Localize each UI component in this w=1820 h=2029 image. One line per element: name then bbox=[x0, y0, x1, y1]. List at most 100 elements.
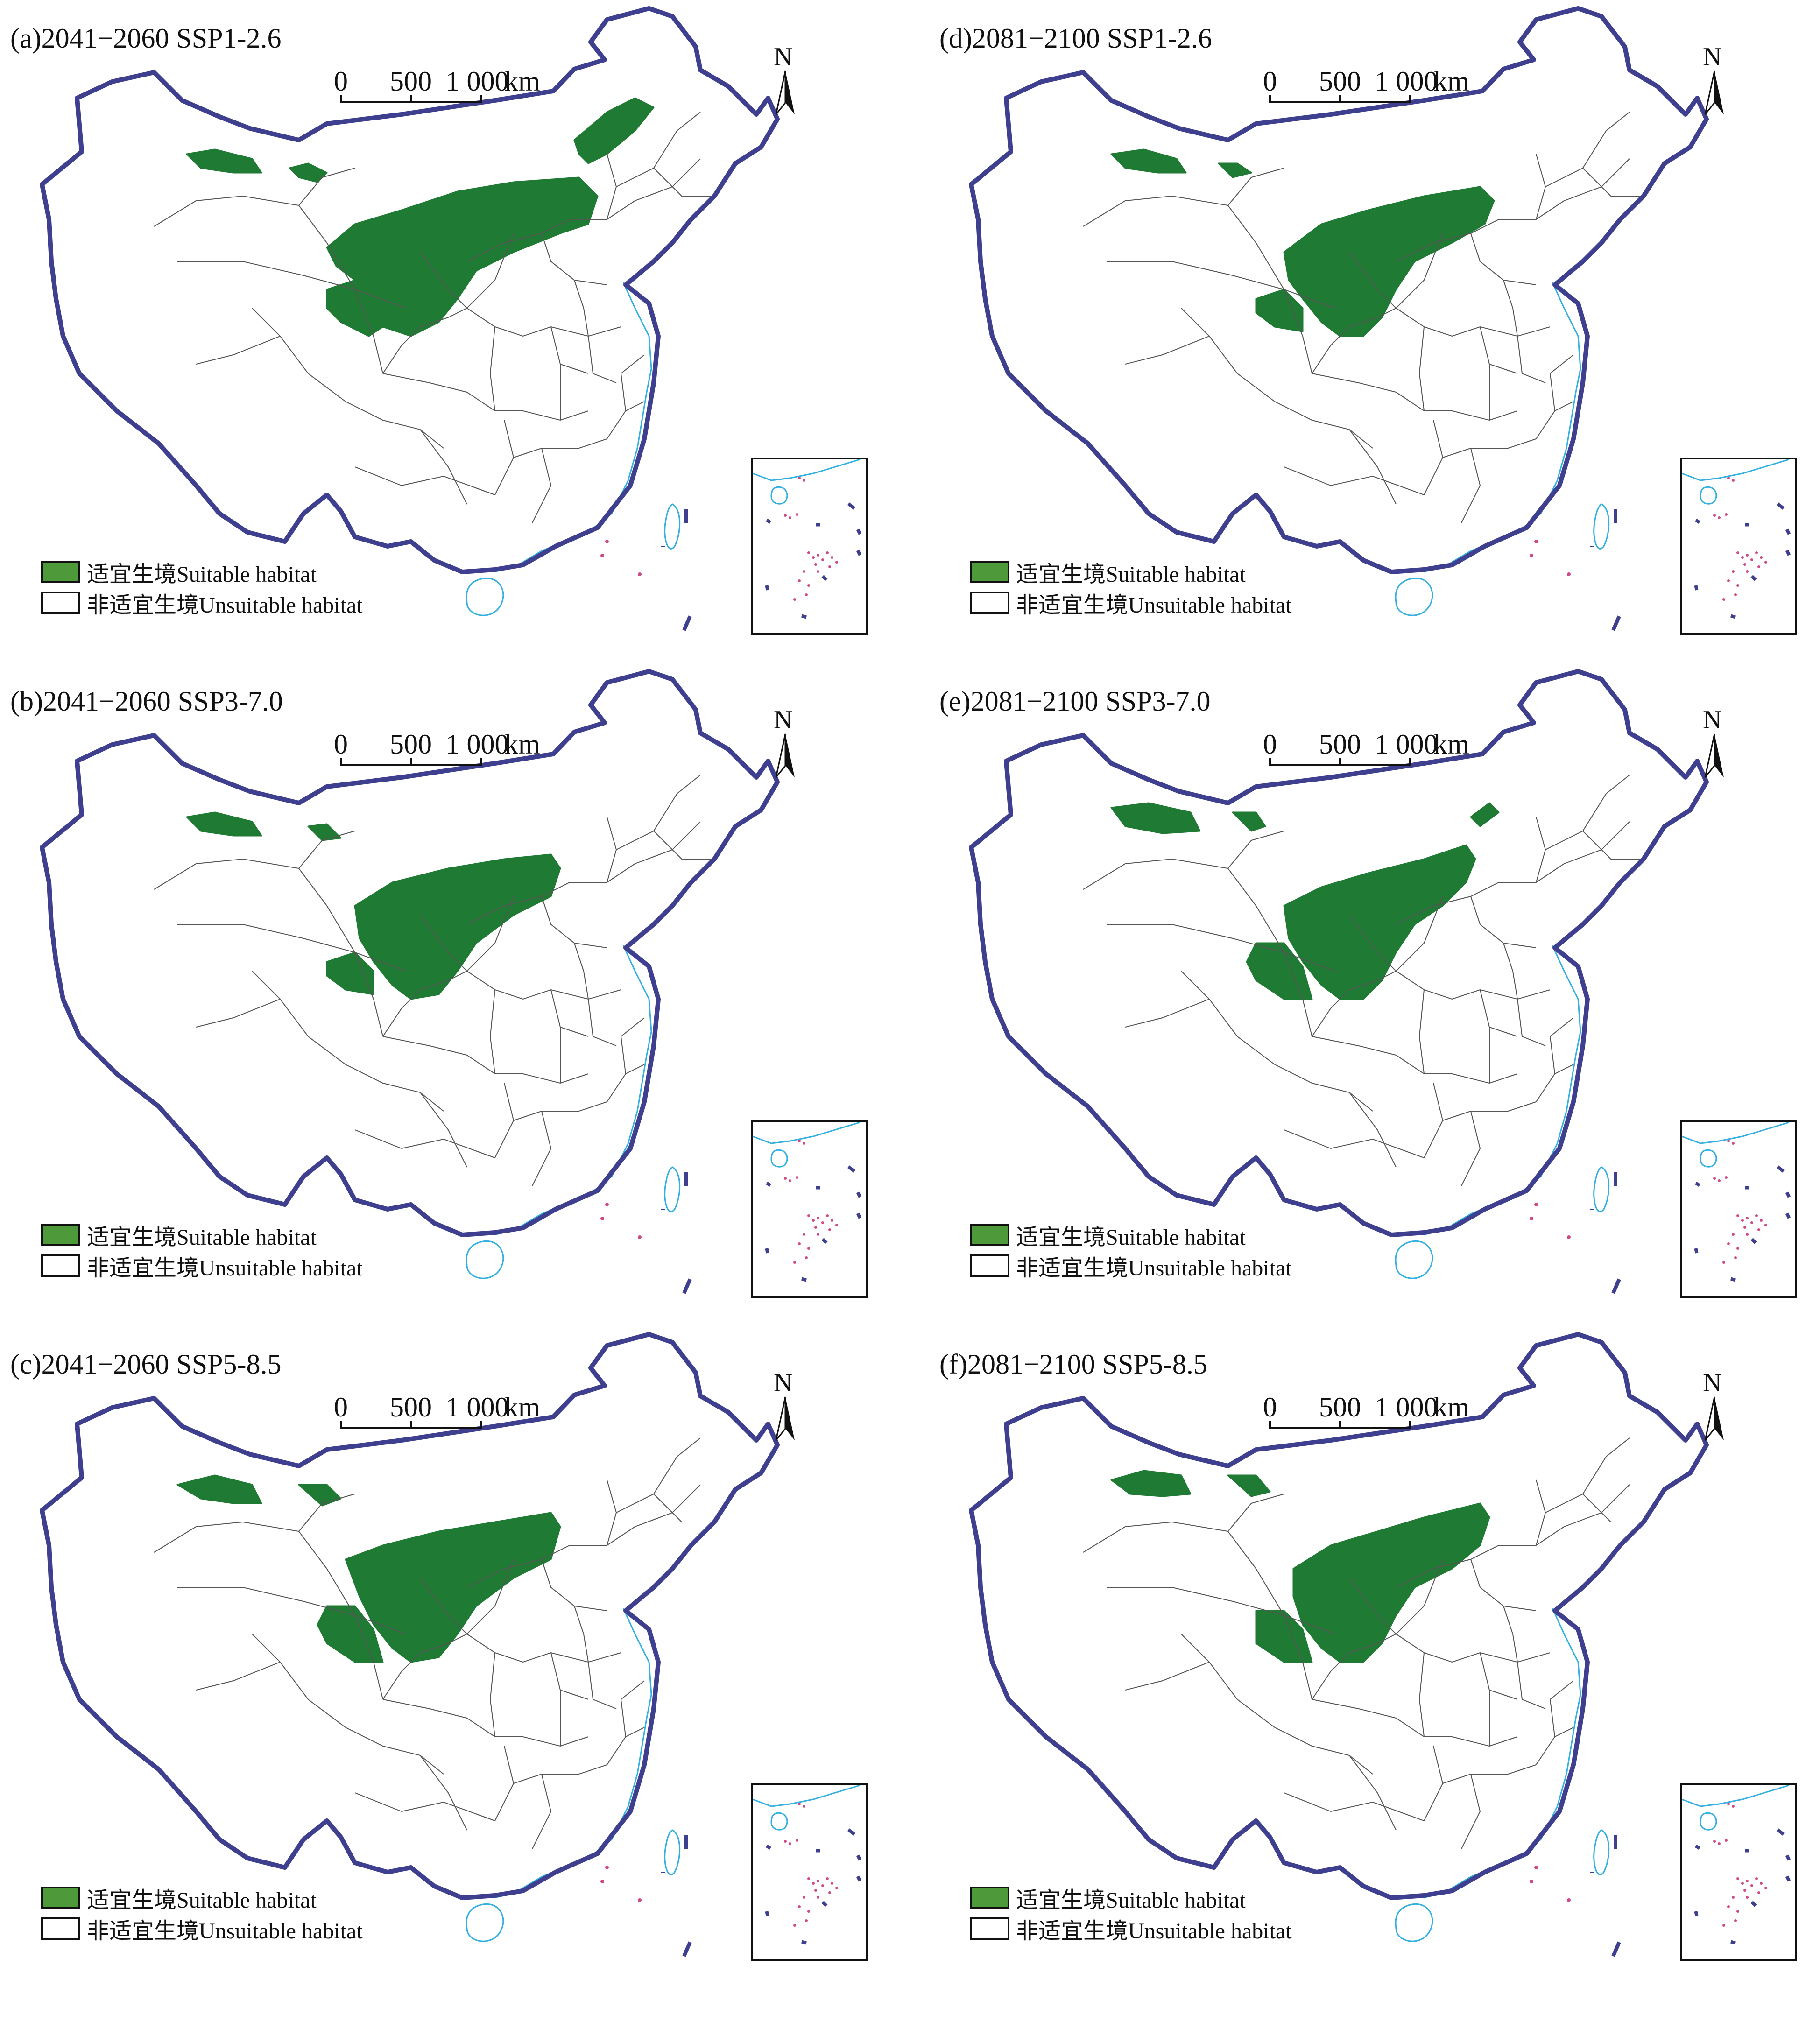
inset-island-dot bbox=[798, 579, 801, 582]
province-border bbox=[382, 971, 467, 1037]
inset-island-dot bbox=[817, 1233, 819, 1236]
hainan-island bbox=[1395, 1903, 1433, 1942]
legend: 适宜生境Suitable habitat 非适宜生境Unsuitable habi… bbox=[41, 1219, 363, 1281]
inset-island-dot bbox=[796, 1176, 798, 1179]
province-border bbox=[420, 1578, 467, 1634]
inset-island-dot bbox=[1757, 1891, 1760, 1894]
scale-label: 500 bbox=[390, 66, 432, 97]
province-border bbox=[616, 1437, 701, 1513]
south-china-sea-inset bbox=[1680, 458, 1797, 635]
inset-maritime-dash bbox=[801, 1277, 807, 1282]
suitable-habitat-patch bbox=[1246, 942, 1313, 1000]
inset-map bbox=[1681, 1121, 1791, 1282]
maritime-dash bbox=[682, 1278, 692, 1294]
inset-island-dot bbox=[1727, 1803, 1730, 1805]
island-dot bbox=[1567, 1235, 1571, 1239]
north-arrow-half bbox=[785, 71, 795, 114]
province-border bbox=[1274, 1727, 1373, 1775]
province-border bbox=[1274, 401, 1373, 449]
inset-island-dot bbox=[798, 477, 801, 479]
province-border bbox=[1227, 1494, 1284, 1532]
scale-unit: km bbox=[1433, 1392, 1469, 1423]
province-border bbox=[466, 233, 514, 309]
north-arrow: N bbox=[1697, 1368, 1730, 1443]
suitable-habitat-patch bbox=[176, 1474, 262, 1504]
inset-island-dot bbox=[835, 1887, 838, 1889]
north-arrow: N bbox=[1697, 705, 1730, 780]
inset-island-dot bbox=[814, 1226, 817, 1229]
inset-maritime-dash bbox=[766, 1845, 771, 1850]
province-border bbox=[1545, 1437, 1630, 1513]
inset-island-dot bbox=[793, 1261, 796, 1264]
taiwan-island bbox=[1593, 503, 1610, 550]
inset-island-dot bbox=[835, 1224, 838, 1226]
scale-label: 0 bbox=[334, 1392, 348, 1423]
province-border bbox=[298, 168, 355, 206]
inset-island-dot bbox=[803, 1805, 805, 1808]
suitable-habitat-patch bbox=[1110, 802, 1201, 834]
inset-island-dot bbox=[1764, 1887, 1767, 1889]
legend-swatch-suitable bbox=[41, 1887, 80, 1909]
inset-island-dot bbox=[1713, 1177, 1716, 1180]
province-border bbox=[1396, 392, 1518, 421]
island-dot bbox=[605, 540, 609, 543]
province-border bbox=[466, 971, 621, 1000]
province-border bbox=[154, 1521, 327, 1569]
province-border bbox=[345, 1064, 444, 1112]
province-border bbox=[1549, 354, 1574, 411]
north-arrow-half bbox=[775, 1396, 786, 1441]
legend-label-suitable: 适宜生境Suitable habitat bbox=[87, 1225, 317, 1250]
scale-line bbox=[341, 101, 481, 103]
province-border bbox=[532, 1774, 552, 1849]
province-border bbox=[1083, 1521, 1256, 1569]
province-border bbox=[1181, 971, 1275, 1065]
inset-island-dot bbox=[1736, 1214, 1739, 1217]
inset-island-dot bbox=[826, 1877, 829, 1880]
inset-island-dot bbox=[1746, 570, 1749, 573]
province-border bbox=[466, 1634, 621, 1663]
north-arrow-half bbox=[775, 70, 786, 115]
inset-island bbox=[1700, 1149, 1717, 1168]
scale-label: 0 bbox=[1263, 729, 1277, 760]
province-border bbox=[1396, 896, 1443, 972]
province-borders bbox=[154, 775, 714, 1186]
inset-maritime-dash bbox=[856, 1854, 862, 1861]
inset-coastline bbox=[1681, 1784, 1790, 1807]
scale-label: 500 bbox=[1319, 66, 1361, 97]
north-arrow: N bbox=[768, 705, 801, 780]
province-border bbox=[489, 989, 495, 1074]
province-border bbox=[1433, 1083, 1443, 1121]
scale-label: 0 bbox=[334, 66, 348, 97]
north-arrow-icon bbox=[1704, 1396, 1724, 1441]
province-border bbox=[1312, 1699, 1397, 1719]
inset-island-dot bbox=[828, 565, 831, 568]
province-border bbox=[326, 1568, 383, 1700]
maritime-dash bbox=[682, 615, 692, 631]
inset-maritime-dash bbox=[801, 1940, 807, 1945]
inset-maritime-dash bbox=[1750, 1238, 1757, 1244]
inset-island-dot bbox=[1732, 1896, 1735, 1899]
legend: 适宜生境Suitable habitat 非适宜生境Unsuitable habi… bbox=[41, 1882, 363, 1944]
province-border bbox=[1349, 252, 1397, 309]
island-dot bbox=[638, 572, 642, 576]
province-border bbox=[1227, 831, 1284, 869]
inset-island-dot bbox=[821, 1221, 824, 1224]
north-arrow-half bbox=[1704, 1396, 1715, 1441]
inset-island-dot bbox=[796, 513, 798, 516]
province-border bbox=[420, 429, 467, 505]
national-border bbox=[40, 1332, 780, 1900]
inset-island-dot bbox=[807, 1910, 810, 1913]
panel-title: (b)2041−2060 SSP3-7.0 bbox=[10, 686, 283, 717]
national-border bbox=[40, 6, 780, 574]
legend-label-unsuitable: 非适宜生境Unsuitable habitat bbox=[87, 1919, 363, 1944]
province-border bbox=[1433, 1746, 1443, 1784]
inset-island-dot bbox=[812, 1219, 815, 1222]
inset-island-dot bbox=[1736, 551, 1739, 554]
scale-label: 1 000 bbox=[1375, 1392, 1438, 1423]
province-border bbox=[420, 1092, 467, 1168]
legend: 适宜生境Suitable habitat 非适宜生境Unsuitable habi… bbox=[970, 1882, 1292, 1944]
scale-bar: 0 500 1 000 km bbox=[327, 56, 540, 112]
province-border bbox=[1582, 168, 1644, 197]
province-border bbox=[196, 1662, 281, 1691]
legend-swatch-suitable bbox=[970, 1887, 1009, 1909]
